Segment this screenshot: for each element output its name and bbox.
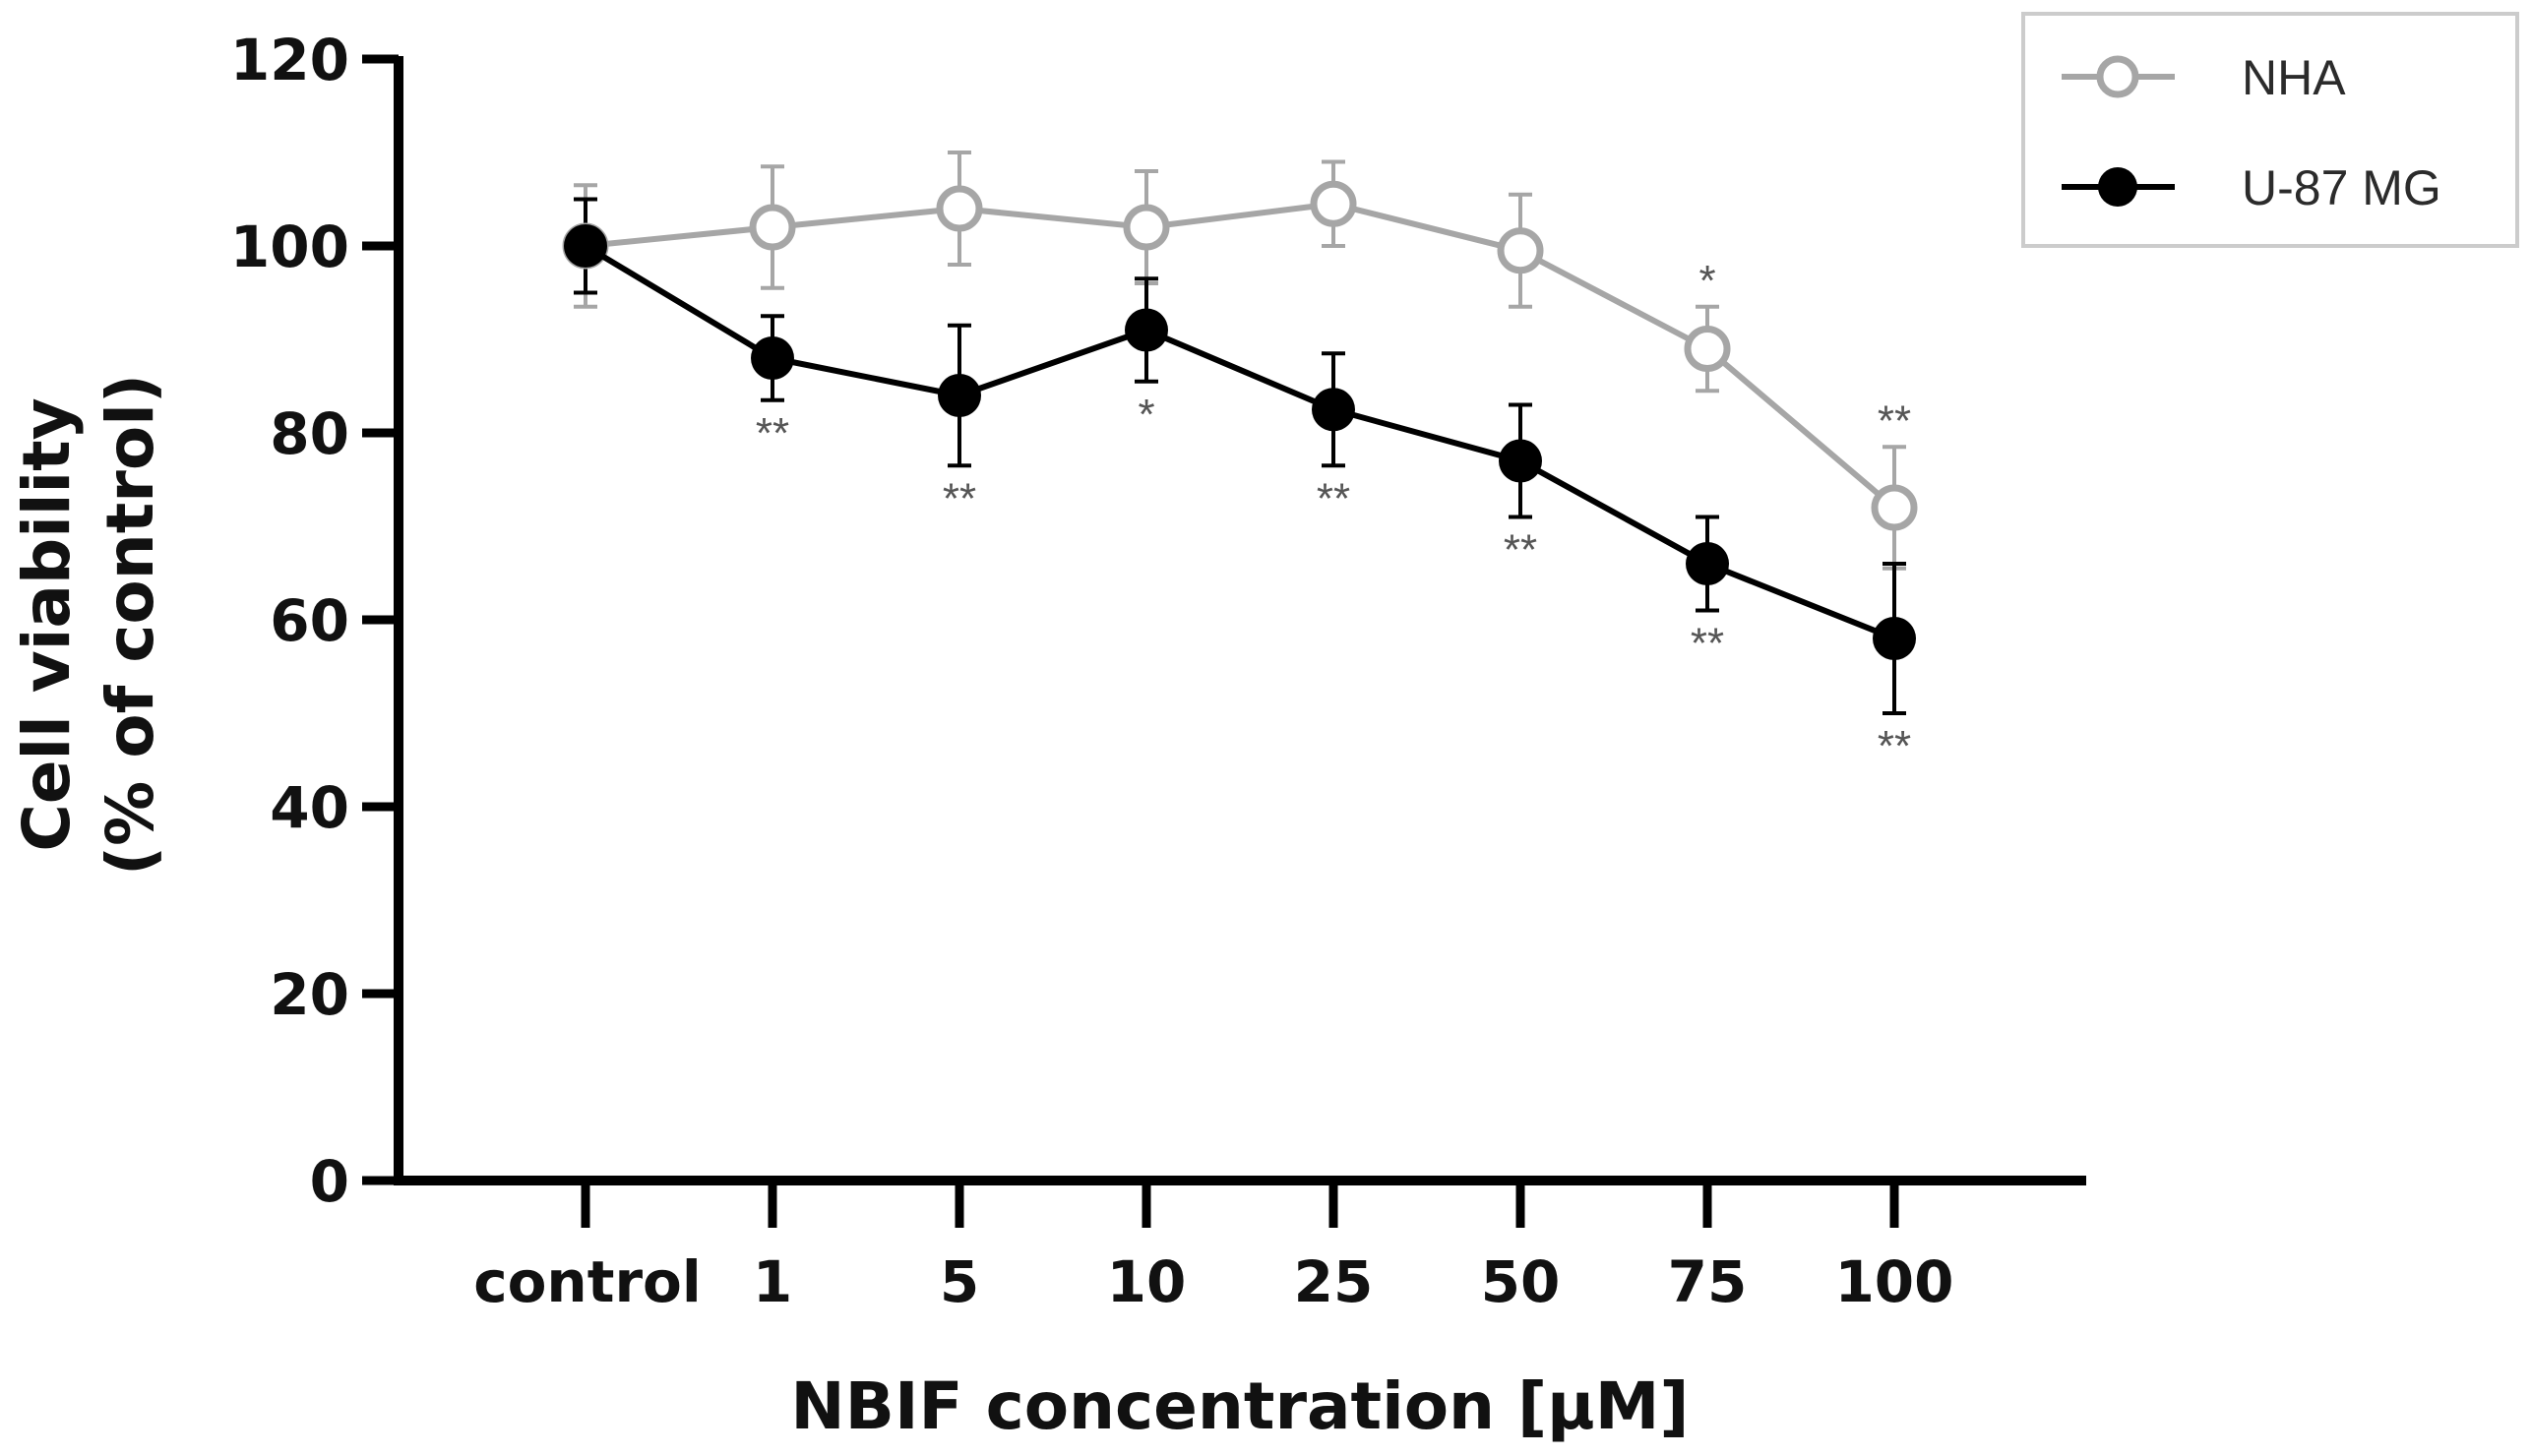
u-87-mg-significance-label: **: [1504, 526, 1537, 575]
y-axis-title-line2: (% of control): [93, 374, 168, 876]
u-87-mg-significance-label: **: [756, 409, 789, 457]
x-tick-label: 50: [1481, 1248, 1561, 1315]
u-87-mg-significance-label: **: [1317, 474, 1350, 522]
y-axis-title-line1: Cell viability: [9, 397, 85, 851]
axes: [394, 56, 2086, 1185]
y-tick-label: 120: [230, 27, 349, 93]
x-tick-label: 5: [940, 1248, 979, 1315]
u-87-mg-significance-label: **: [1878, 722, 1911, 770]
x-tick-label: 25: [1294, 1248, 1374, 1315]
x-tick-label: control: [473, 1248, 702, 1315]
nha-point: [1310, 180, 1357, 227]
legend-nha-marker: [2096, 55, 2139, 98]
y-tick-label: 100: [230, 213, 349, 280]
u-87-mg-point: [938, 374, 981, 417]
x-tick-label: 10: [1107, 1248, 1187, 1315]
u-87-mg-significance-label: *: [1138, 391, 1154, 439]
nha-point: [1123, 204, 1170, 251]
y-tick-label: 60: [270, 587, 349, 654]
legend-nha-label: NHA: [2242, 50, 2346, 105]
y-axis-title: Cell viability (% of control): [9, 374, 168, 876]
u-87-mg-point: [751, 336, 794, 380]
x-tick-label: 1: [753, 1248, 792, 1315]
nha-significance-label: *: [1698, 257, 1715, 305]
u-87-mg-point: [1312, 388, 1355, 432]
y-tick-label: 80: [270, 400, 349, 467]
nha-line: [585, 201, 1896, 511]
series-layer: [562, 180, 1918, 660]
nha-point: [749, 204, 796, 251]
legend-u87-marker: [2098, 167, 2137, 207]
u-87-mg-significance-label: **: [943, 474, 976, 522]
u-87-mg-point: [1873, 617, 1916, 660]
u-87-mg-point: [1125, 308, 1168, 352]
x-axis-title: NBIF concentration [μM]: [790, 1368, 1689, 1444]
x-tick-label: 75: [1668, 1248, 1748, 1315]
nha-significance-label: **: [1878, 396, 1911, 445]
legend-box: [2021, 12, 2519, 248]
y-ticks: 0 20 40 60 80 100 120: [230, 27, 399, 1215]
nha-point: [1497, 227, 1544, 274]
x-ticks: control 1 5 10 25 50 75 100: [473, 1181, 1954, 1315]
y-tick-label: 0: [310, 1148, 349, 1215]
u-87-mg-point: [1686, 542, 1729, 585]
nha-point: [1684, 326, 1731, 372]
legend: NHA U-87 MG: [2021, 12, 2519, 248]
significance-layer: ****************: [756, 257, 1911, 770]
u-87-mg-point: [1499, 439, 1542, 483]
x-tick-label: 100: [1834, 1248, 1953, 1315]
u-87-mg-significance-label: **: [1691, 620, 1724, 668]
nha-point: [1871, 484, 1918, 531]
nha-point: [936, 185, 983, 232]
u-87-mg-line: [584, 243, 1896, 641]
y-tick-label: 20: [270, 961, 349, 1028]
u-87-mg-point: [564, 224, 607, 268]
y-tick-label: 40: [270, 774, 349, 841]
legend-u87-label: U-87 MG: [2242, 160, 2441, 215]
